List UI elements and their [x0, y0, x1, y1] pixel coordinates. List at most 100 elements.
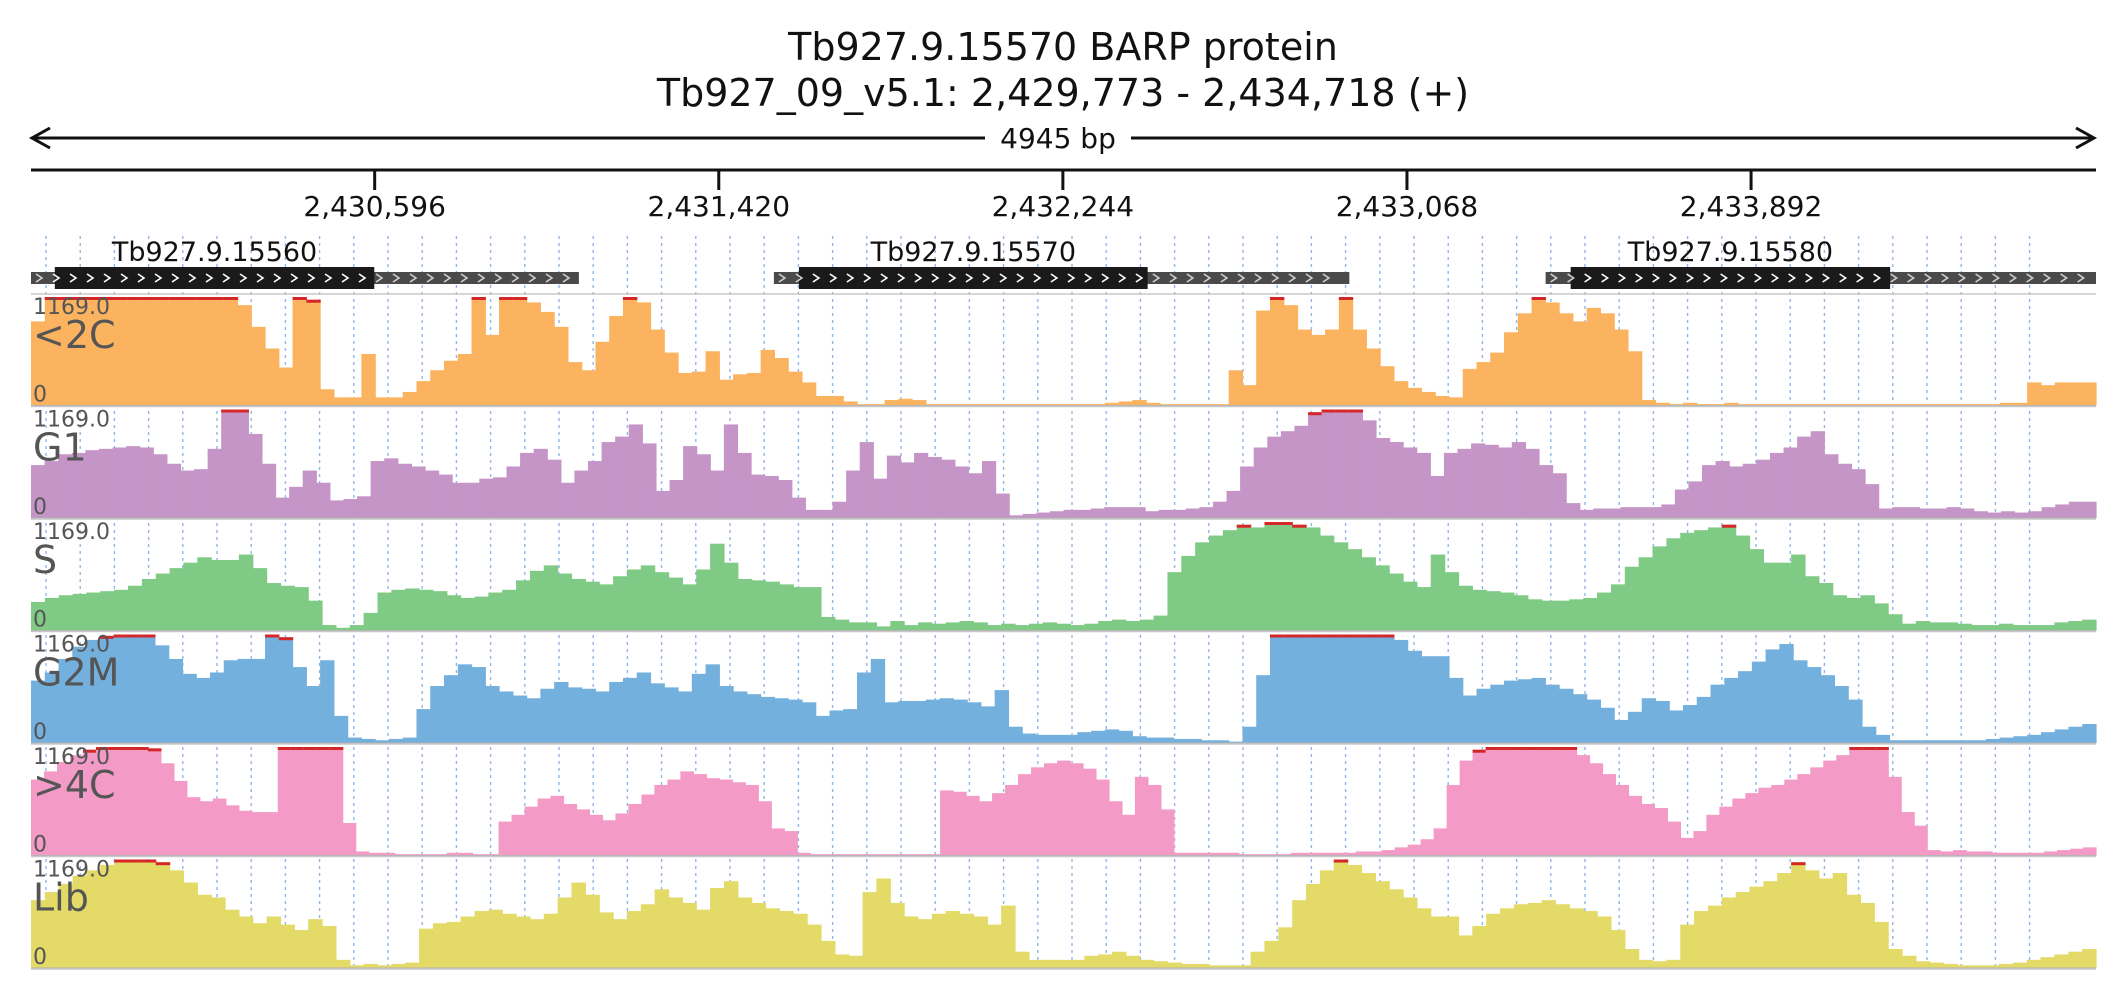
coverage-bar: [1655, 402, 1670, 406]
coverage-bar: [154, 645, 170, 743]
coverage-bar: [127, 634, 142, 743]
coverage-bar: [1960, 508, 1975, 518]
strand-chevron: [273, 273, 282, 283]
coverage-bar: [529, 919, 545, 968]
coverage-bar: [2026, 959, 2042, 968]
coverage-bar: [1250, 951, 1266, 968]
coverage-bar: [890, 621, 905, 631]
coverage-bar: [745, 784, 759, 856]
coverage-bar: [82, 749, 97, 856]
coverage-bar: [114, 859, 129, 968]
coverage-bar: [1669, 710, 1684, 743]
coverage-bar: [1458, 935, 1473, 968]
strand-chevron: [1924, 273, 1933, 283]
coverage-bar: [2083, 847, 2097, 856]
coverage-bar: [599, 912, 614, 968]
coverage-bar: [186, 797, 201, 856]
coverage-bar: [1751, 404, 1767, 406]
coverage-bar: [225, 805, 240, 856]
coverage-bar: [1209, 535, 1224, 631]
coverage-bar: [682, 902, 697, 968]
coverage-bar: [1014, 625, 1030, 631]
coverage-bar: [560, 482, 576, 518]
coverage-bar: [1049, 404, 1065, 406]
coverage-bar: [1943, 963, 1959, 968]
coverage-bar: [1784, 779, 1798, 856]
coverage-bar: [472, 854, 487, 856]
coverage-bar: [723, 424, 739, 518]
coverage-bar: [1583, 597, 1598, 631]
coverage-bar: [1972, 740, 1987, 743]
coverage-bar: [516, 916, 531, 968]
coverage-bar: [2057, 850, 2071, 856]
strand-chevron: [1101, 273, 1110, 283]
strand-chevron: [86, 273, 95, 283]
coverage-bar: [252, 568, 268, 631]
coverage-bar: [488, 592, 503, 631]
coverage-bar: [1380, 634, 1395, 743]
coverage-bar: [1008, 726, 1023, 743]
coverage-bar: [1647, 507, 1662, 518]
coverage-bar: [197, 557, 212, 631]
coverage-bar: [141, 859, 157, 968]
coverage-bar: [154, 297, 170, 406]
coverage-bar: [992, 793, 1006, 856]
coverage-bar: [361, 738, 376, 743]
coverage-bar: [280, 585, 295, 631]
clip-marker: [1297, 634, 1312, 638]
coverage-bar: [581, 688, 597, 743]
clip-marker: [1333, 859, 1349, 863]
strand-chevron: [494, 273, 503, 283]
coverage-bar: [557, 573, 573, 631]
coverage-bar: [1146, 737, 1161, 743]
coverage-bar: [1531, 677, 1546, 743]
coverage-bar: [1035, 734, 1051, 743]
coverage-bar: [1777, 562, 1792, 631]
coverage-bar: [1361, 873, 1376, 968]
clip-marker: [329, 747, 344, 750]
coverage-bar: [719, 779, 733, 856]
coverage-bar: [1763, 881, 1778, 968]
track-name-label: S: [33, 538, 57, 582]
coverage-bar: [357, 496, 372, 518]
strand-chevron: [1635, 273, 1644, 283]
strand-chevron: [1067, 273, 1076, 283]
coverage-bar: [979, 801, 993, 856]
coverage-bar: [1836, 755, 1850, 856]
coverage-bar: [967, 404, 982, 406]
coverage-bar: [834, 954, 850, 968]
coverage-bar: [1476, 688, 1491, 743]
coverage-bar: [723, 881, 739, 968]
coverage-bar: [173, 780, 188, 856]
coverage-bar: [1953, 850, 1967, 856]
coverage-bar: [1992, 852, 2006, 856]
coverage-bar: [1627, 711, 1643, 743]
coverage-bar: [1517, 313, 1533, 406]
coverage-bar: [1490, 352, 1505, 406]
coverage-bar: [1524, 747, 1539, 856]
coverage-bar: [1724, 402, 1739, 406]
coverage-bar: [375, 740, 390, 743]
coverage-bar: [815, 715, 831, 743]
coverage-bar: [1661, 504, 1676, 518]
coverage-bar: [2012, 962, 2028, 968]
coverage-bar: [1498, 747, 1513, 856]
coverage-bar: [1251, 854, 1266, 856]
coverage-bar: [1823, 760, 1837, 856]
coverage-bar: [2013, 736, 2028, 743]
coverage-bar: [846, 470, 861, 518]
coverage-bar: [58, 454, 73, 518]
coverage-bar: [953, 404, 968, 406]
coverage-bar: [609, 315, 624, 406]
coverage-bar: [1264, 522, 1279, 631]
coverage-bar: [95, 747, 110, 856]
clip-marker: [221, 409, 236, 413]
coverage-bar: [829, 710, 844, 743]
coverage-bar: [416, 381, 431, 406]
coverage-bar: [1915, 621, 1931, 631]
coverage-bar: [1031, 767, 1045, 856]
gene-label: Tb927.9.15560: [111, 237, 317, 268]
coverage-bar: [1721, 524, 1737, 631]
coverage-bar: [980, 706, 996, 743]
clip-marker: [127, 634, 142, 638]
